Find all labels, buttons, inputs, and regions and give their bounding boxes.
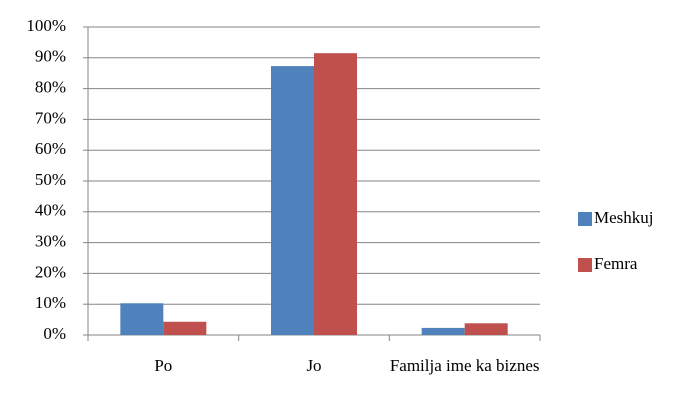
bar [464,323,508,335]
legend-label: Meshkuj [594,208,654,227]
bar [120,303,164,335]
y-tick-label: 30% [35,232,66,251]
legend-label: Femra [594,254,638,273]
bar [421,327,465,335]
y-tick-label: 60% [35,139,66,158]
y-tick-label: 10% [35,293,66,312]
bar [271,66,314,335]
y-tick-label: 100% [26,16,66,35]
y-tick-label: 50% [35,170,66,189]
bar [163,321,207,335]
y-tick-label: 90% [35,47,66,66]
x-tick-label: Po [154,356,173,375]
y-tick-label: 80% [35,78,66,97]
legend-swatch [578,212,592,226]
x-tick-label: Familja ime ka biznes [389,356,540,375]
y-tick-label: 70% [35,108,66,127]
y-tick-label: 40% [35,201,66,220]
bar [314,53,357,336]
x-tick-label: Jo [306,356,322,375]
y-tick-label: 0% [43,324,66,343]
y-tick-label: 20% [35,262,66,281]
legend-swatch [578,258,592,272]
